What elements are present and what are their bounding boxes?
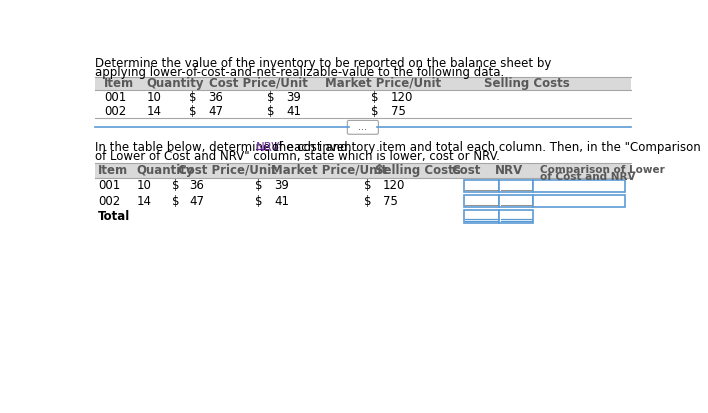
Text: 41: 41 (286, 104, 301, 118)
FancyBboxPatch shape (533, 180, 624, 192)
Text: 36: 36 (209, 91, 224, 104)
Text: Quantity: Quantity (147, 77, 204, 90)
Text: applying lower-of-cost-and-net-realizable-value to the following data.: applying lower-of-cost-and-net-realizabl… (95, 66, 504, 79)
Text: In the table below, determine the cost and: In the table below, determine the cost a… (95, 141, 351, 154)
Text: of Cost and NRV: of Cost and NRV (539, 172, 635, 182)
Text: $: $ (189, 104, 197, 118)
Text: Selling Costs: Selling Costs (484, 77, 569, 90)
FancyBboxPatch shape (499, 195, 533, 207)
Text: 120: 120 (383, 179, 406, 192)
Text: Cost Price/Unit: Cost Price/Unit (178, 164, 277, 177)
Text: 10: 10 (147, 91, 161, 104)
Text: $: $ (372, 91, 379, 104)
FancyBboxPatch shape (95, 76, 631, 90)
Text: $: $ (267, 91, 274, 104)
Text: Item: Item (98, 164, 128, 177)
Text: Total: Total (98, 210, 130, 223)
Text: $: $ (189, 91, 197, 104)
Text: 120: 120 (391, 91, 413, 104)
Text: 001: 001 (98, 179, 120, 192)
Text: 14: 14 (137, 195, 152, 208)
FancyBboxPatch shape (499, 211, 533, 223)
Text: 001: 001 (104, 91, 126, 104)
Text: 39: 39 (286, 91, 301, 104)
Text: 14: 14 (147, 104, 161, 118)
Text: $: $ (267, 104, 274, 118)
Text: Comparison of Lower: Comparison of Lower (539, 165, 664, 175)
Text: Cost Price/Unit: Cost Price/Unit (209, 77, 307, 90)
Text: Selling Costs: Selling Costs (375, 164, 461, 177)
FancyBboxPatch shape (464, 211, 499, 223)
Text: 39: 39 (275, 179, 290, 192)
Text: NRV: NRV (495, 164, 523, 177)
FancyBboxPatch shape (499, 180, 533, 192)
Text: 002: 002 (104, 104, 126, 118)
Text: of each inventory item and total each column. Then, in the "Comparison: of each inventory item and total each co… (268, 141, 700, 154)
Text: 47: 47 (209, 104, 224, 118)
Text: Market Price/Unit: Market Price/Unit (325, 77, 441, 90)
Text: $: $ (364, 195, 371, 208)
Text: $: $ (255, 179, 263, 192)
Text: NRV: NRV (256, 141, 280, 154)
FancyBboxPatch shape (348, 121, 378, 134)
Text: 10: 10 (137, 179, 152, 192)
Text: $: $ (172, 195, 180, 208)
Text: ...: ... (358, 122, 367, 132)
Text: 75: 75 (383, 195, 398, 208)
Text: Market Price/Unit: Market Price/Unit (270, 164, 387, 177)
Text: Cost: Cost (451, 164, 481, 177)
Text: $: $ (255, 195, 263, 208)
Text: 41: 41 (275, 195, 290, 208)
Text: 47: 47 (189, 195, 204, 208)
Text: Quantity: Quantity (137, 164, 194, 177)
Text: of Lower of Cost and NRV" column, state which is lower, cost or NRV.: of Lower of Cost and NRV" column, state … (95, 150, 500, 163)
Text: Determine the value of the inventory to be reported on the balance sheet by: Determine the value of the inventory to … (95, 57, 551, 70)
Text: 002: 002 (98, 195, 120, 208)
Text: Item: Item (104, 77, 134, 90)
Text: $: $ (372, 104, 379, 118)
Text: 36: 36 (189, 179, 204, 192)
Text: $: $ (172, 179, 180, 192)
FancyBboxPatch shape (464, 195, 499, 207)
Text: 75: 75 (391, 104, 406, 118)
FancyBboxPatch shape (95, 163, 631, 178)
FancyBboxPatch shape (533, 195, 624, 207)
Text: $: $ (364, 179, 371, 192)
FancyBboxPatch shape (464, 180, 499, 192)
